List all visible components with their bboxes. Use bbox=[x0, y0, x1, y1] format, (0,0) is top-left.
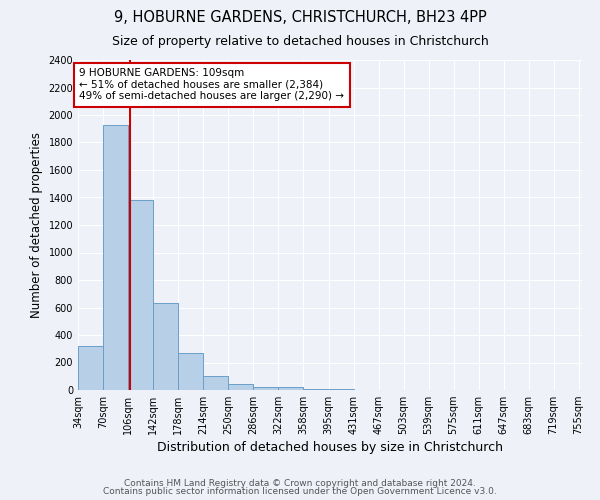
Bar bbox=[203, 376, 228, 390]
X-axis label: Distribution of detached houses by size in Christchurch: Distribution of detached houses by size … bbox=[157, 442, 503, 454]
Bar bbox=[278, 387, 303, 390]
Bar bbox=[153, 304, 178, 390]
Bar bbox=[303, 389, 328, 390]
Bar bbox=[228, 384, 253, 390]
Bar bbox=[78, 346, 103, 390]
Bar bbox=[103, 124, 128, 390]
Bar bbox=[128, 200, 153, 390]
Text: Contains HM Land Registry data © Crown copyright and database right 2024.: Contains HM Land Registry data © Crown c… bbox=[124, 478, 476, 488]
Y-axis label: Number of detached properties: Number of detached properties bbox=[30, 132, 43, 318]
Text: 9, HOBURNE GARDENS, CHRISTCHURCH, BH23 4PP: 9, HOBURNE GARDENS, CHRISTCHURCH, BH23 4… bbox=[113, 10, 487, 25]
Bar bbox=[178, 353, 203, 390]
Text: 9 HOBURNE GARDENS: 109sqm
← 51% of detached houses are smaller (2,384)
49% of se: 9 HOBURNE GARDENS: 109sqm ← 51% of detac… bbox=[79, 68, 344, 102]
Text: Size of property relative to detached houses in Christchurch: Size of property relative to detached ho… bbox=[112, 35, 488, 48]
Text: Contains public sector information licensed under the Open Government Licence v3: Contains public sector information licen… bbox=[103, 487, 497, 496]
Bar bbox=[253, 386, 278, 390]
